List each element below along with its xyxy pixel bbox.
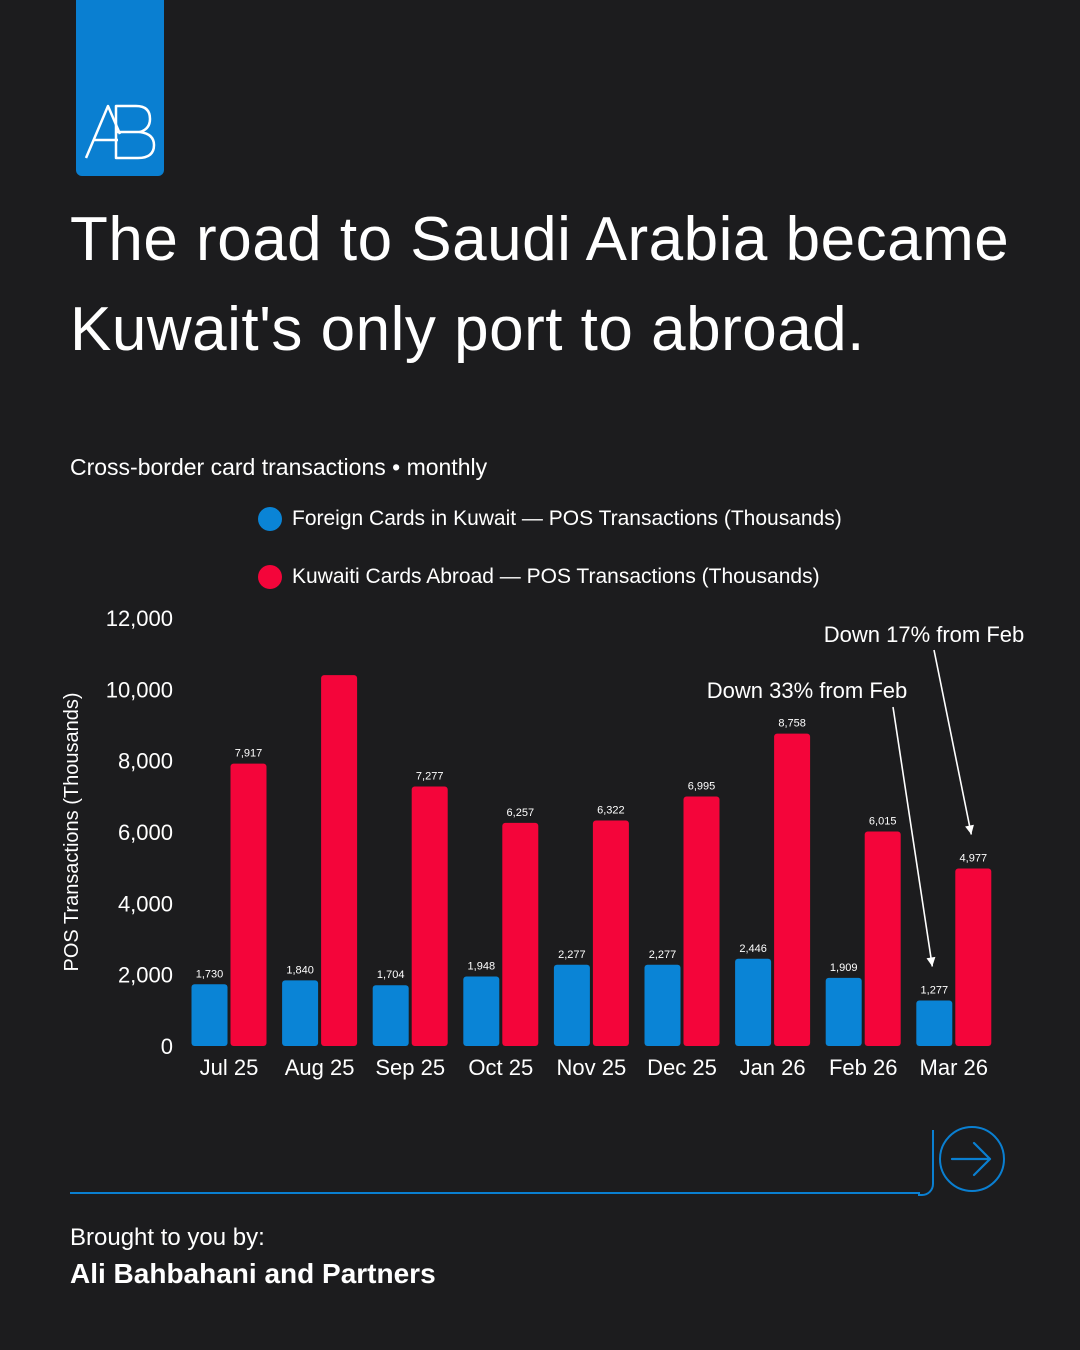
- bar-kuwaiti-cards: [502, 822, 539, 1046]
- logo-monogram-icon: [84, 104, 156, 160]
- arrow-right-icon: [950, 1141, 992, 1177]
- y-tick-label: 4,000: [118, 891, 173, 916]
- bar-foreign-cards: [825, 977, 862, 1046]
- data-label: 2,277: [649, 949, 677, 961]
- bar-kuwaiti-cards: [321, 675, 358, 1046]
- bar-foreign-cards: [916, 1000, 953, 1046]
- bar-foreign-cards: [191, 984, 228, 1046]
- y-tick-label: 12,000: [106, 606, 173, 631]
- footer-divider: [70, 1192, 920, 1194]
- data-label: 6,322: [597, 805, 625, 817]
- y-axis-title: POS Transactions (Thousands): [61, 692, 83, 971]
- bar-foreign-cards: [282, 980, 319, 1046]
- x-tick-label: Mar 26: [920, 1055, 988, 1080]
- annotation-text: Down 17% from Feb: [824, 622, 1025, 647]
- bar-chart: 0 2,000 4,000 6,000 8,000 10,000 12,000 POS Tra…: [61, 606, 1025, 1080]
- bar-foreign-cards: [463, 976, 500, 1046]
- x-tick-label: Jan 26: [740, 1055, 806, 1080]
- chart-subtitle: Cross-border card transactions • monthly: [70, 454, 488, 480]
- data-label: 2,277: [558, 949, 586, 961]
- annotation-arrow-line: [933, 649, 973, 835]
- x-tick-label: Feb 26: [829, 1055, 898, 1080]
- y-tick-label: 8,000: [118, 749, 173, 774]
- data-label: 1,730: [196, 968, 224, 980]
- annotation-arrow-line: [892, 706, 934, 967]
- x-tick-label: Nov 25: [557, 1055, 627, 1080]
- annotation-text: Down 33% from Feb: [707, 678, 908, 703]
- bar-kuwaiti-cards: [230, 763, 267, 1046]
- bar-foreign-cards: [553, 964, 590, 1046]
- data-label: 1,948: [468, 961, 496, 973]
- headline: The road to Saudi Arabia became Kuwait's…: [70, 205, 1010, 364]
- bar-foreign-cards: [735, 958, 772, 1046]
- y-tick-label: 10,000: [106, 677, 173, 702]
- bar-foreign-cards: [644, 964, 681, 1046]
- data-label: 1,909: [830, 962, 858, 974]
- bar-kuwaiti-cards: [592, 820, 629, 1046]
- chart-legend: Foreign Cards in Kuwait — POS Transactio…: [258, 503, 842, 619]
- bar-kuwaiti-cards: [774, 733, 811, 1046]
- credit-name: Ali Bahbahani and Partners: [70, 1258, 436, 1289]
- data-label: 7,917: [235, 748, 263, 760]
- bar-kuwaiti-cards: [864, 831, 901, 1046]
- data-label: 1,840: [286, 964, 314, 976]
- bar-kuwaiti-cards: [683, 796, 720, 1046]
- legend-swatch-red: [258, 565, 282, 589]
- data-label: 7,277: [416, 770, 444, 782]
- x-tick-label: Sep 25: [375, 1055, 445, 1080]
- x-tick-label: Oct 25: [468, 1055, 533, 1080]
- data-label: 6,995: [688, 781, 716, 793]
- legend-label: Foreign Cards in Kuwait — POS Transactio…: [292, 507, 842, 530]
- annotation-arrowhead: [965, 824, 974, 835]
- bar-kuwaiti-cards: [955, 868, 992, 1046]
- data-label: 2,446: [739, 943, 767, 955]
- data-label: 1,704: [377, 969, 405, 981]
- footer-divider-curve: [918, 1130, 934, 1196]
- legend-item-foreign-cards: Foreign Cards in Kuwait — POS Transactio…: [258, 503, 842, 535]
- legend-swatch-blue: [258, 507, 282, 531]
- next-slide-button[interactable]: [939, 1126, 1005, 1192]
- legend-label: Kuwaiti Cards Abroad — POS Transactions …: [292, 565, 820, 588]
- x-tick-label: Aug 25: [285, 1055, 355, 1080]
- data-label: 1,277: [921, 984, 949, 996]
- y-tick-label: 0: [161, 1034, 173, 1059]
- x-tick-label: Jul 25: [200, 1055, 259, 1080]
- annotation-arrowhead: [926, 956, 936, 967]
- y-tick-label: 2,000: [118, 963, 173, 988]
- credit-label: Brought to you by:: [70, 1224, 265, 1251]
- data-label: 8,758: [778, 718, 806, 730]
- data-label: 6,015: [869, 815, 897, 827]
- data-label: 4,977: [960, 852, 988, 864]
- bar-foreign-cards: [372, 985, 409, 1046]
- data-label: 6,257: [507, 807, 535, 819]
- x-tick-label: Dec 25: [647, 1055, 717, 1080]
- legend-item-kuwaiti-cards: Kuwaiti Cards Abroad — POS Transactions …: [258, 561, 842, 593]
- brand-logo: [76, 0, 164, 176]
- y-tick-label: 6,000: [118, 820, 173, 845]
- bar-kuwaiti-cards: [411, 786, 448, 1046]
